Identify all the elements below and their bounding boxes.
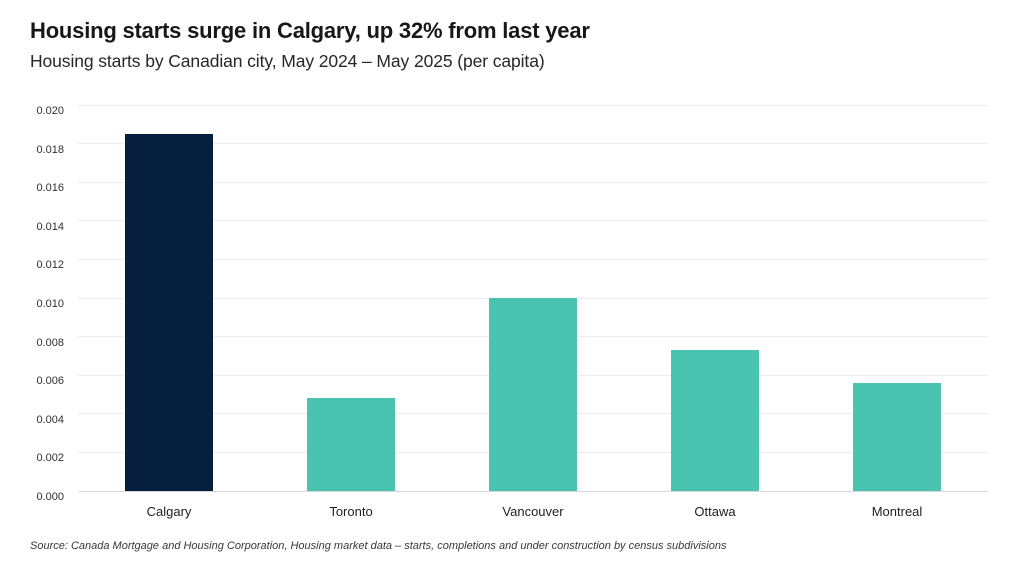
- x-label-ottawa: Ottawa: [694, 504, 736, 519]
- gridline: [78, 104, 988, 106]
- y-tick-label: 0.020: [36, 105, 64, 117]
- bar-ottawa: [671, 350, 759, 491]
- bar-vancouver: [489, 298, 577, 491]
- bar-calgary: [125, 133, 213, 491]
- chart-title: Housing starts surge in Calgary, up 32% …: [30, 18, 590, 43]
- gridline: [78, 258, 988, 260]
- y-tick-label: 0.006: [36, 375, 64, 388]
- plot-area: 0.000 0.002 0.004 0.006 0.008 0.010 0.012 0.014…: [36, 104, 988, 519]
- y-tick-label: 0.018: [36, 143, 64, 156]
- y-tick-label: 0.004: [36, 413, 64, 426]
- gridline: [78, 181, 988, 183]
- x-label-vancouver: Vancouver: [502, 504, 564, 519]
- x-label-montreal: Montreal: [871, 504, 923, 519]
- chart-subtitle: Housing starts by Canadian city, May 202…: [30, 51, 545, 71]
- bar-montreal: [853, 382, 941, 491]
- y-tick-label: 0.012: [36, 259, 64, 272]
- y-tick-label: 0.010: [36, 298, 64, 310]
- source-note: Source: Canada Mortgage and Housing Corp…: [30, 540, 727, 552]
- y-tick-label: 0.016: [36, 182, 64, 195]
- gridline: [78, 220, 988, 222]
- y-tick-label: 0.014: [36, 220, 64, 233]
- y-tick-label: 0.000: [36, 491, 64, 503]
- bar-toronto: [307, 398, 395, 491]
- y-tick-label: 0.008: [36, 336, 64, 349]
- gridline: [78, 143, 988, 145]
- y-tick-label: 0.002: [36, 452, 64, 465]
- x-label-toronto: Toronto: [329, 504, 373, 519]
- x-label-calgary: Calgary: [146, 504, 192, 519]
- x-axis-line: [78, 490, 988, 492]
